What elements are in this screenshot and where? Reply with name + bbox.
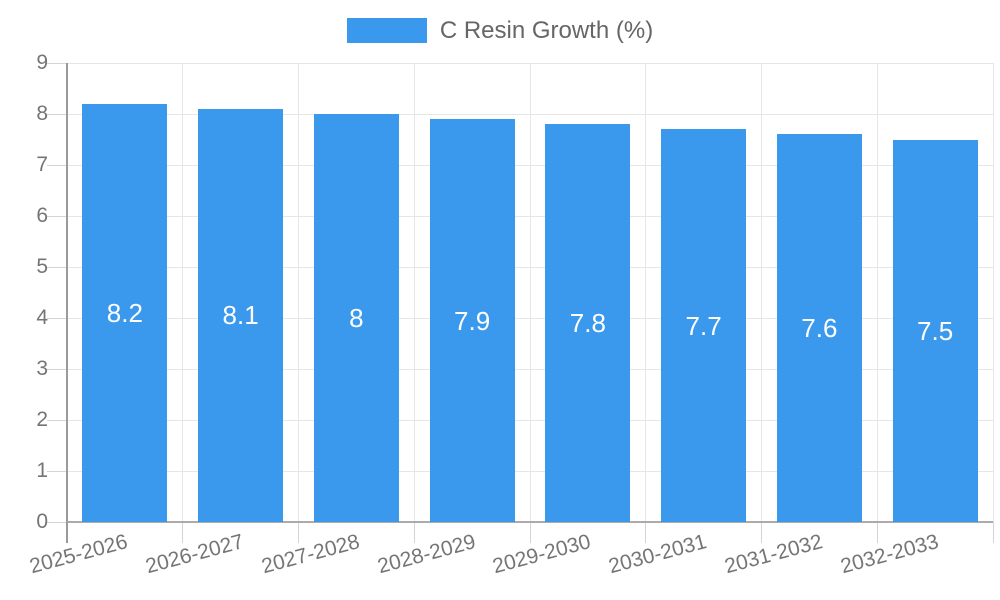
bar[interactable] <box>892 139 978 522</box>
x-axis-tick <box>298 522 299 543</box>
x-axis-tick-label: 2026-2027 <box>143 530 247 579</box>
x-axis-tick <box>413 522 415 543</box>
gridline-vertical <box>182 63 184 522</box>
y-axis-tick-label: 9 <box>36 51 48 74</box>
y-axis-tick-label: 2 <box>36 408 48 431</box>
x-axis-tick <box>761 522 762 543</box>
gridline-vertical <box>992 63 994 522</box>
y-axis-tick-label: 0 <box>36 510 48 533</box>
bar-value-label: 7.8 <box>569 308 606 339</box>
y-axis-tick-label: 6 <box>36 204 48 227</box>
bar-value-label: 7.5 <box>917 315 954 346</box>
legend-label: C Resin Growth (%) <box>439 17 654 44</box>
bar-value-label: 7.6 <box>801 313 838 344</box>
x-axis-tick-label: 2030-2031 <box>606 530 710 579</box>
y-axis-tick <box>47 215 67 217</box>
y-axis-tick-label: 7 <box>36 153 48 176</box>
bar-value-label: 8.1 <box>222 300 259 331</box>
x-axis-line <box>67 521 993 523</box>
bar-value-label: 8.2 <box>106 297 143 328</box>
gridline-vertical <box>298 63 299 522</box>
bar[interactable] <box>82 103 168 522</box>
bar[interactable] <box>429 119 515 522</box>
bar-value-label: 7.9 <box>454 305 491 336</box>
y-axis-tick-label: 1 <box>36 459 48 482</box>
bar[interactable] <box>198 108 284 522</box>
x-axis-tick <box>876 522 878 543</box>
bar[interactable] <box>661 129 747 522</box>
x-axis-tick <box>182 522 184 543</box>
y-axis-tick-label: 8 <box>36 102 48 125</box>
legend-swatch-icon <box>346 18 427 43</box>
y-axis-tick-label: 3 <box>36 357 48 380</box>
y-axis-tick <box>47 317 67 319</box>
x-axis-tick-label: 2029-2030 <box>490 530 594 579</box>
gridline-vertical <box>761 63 762 522</box>
bar-value-label: 8 <box>349 303 364 333</box>
y-axis-tick <box>47 368 67 370</box>
bar-value-label: 7.7 <box>685 310 722 341</box>
y-axis-tick <box>47 521 67 523</box>
y-axis-tick-label: 4 <box>36 306 48 329</box>
bar[interactable] <box>776 134 862 522</box>
gridline-vertical <box>529 63 531 522</box>
gridline-vertical <box>876 63 878 522</box>
legend[interactable]: C Resin Growth (%) <box>0 17 1000 44</box>
y-axis-tick <box>47 62 67 64</box>
x-axis-tick-label: 2031-2032 <box>722 530 826 579</box>
bar[interactable] <box>545 124 631 522</box>
x-axis-tick-label: 2032-2033 <box>837 530 941 579</box>
y-axis-tick <box>47 419 67 421</box>
y-axis-line <box>66 63 68 543</box>
y-axis-tick <box>47 470 67 472</box>
bar[interactable] <box>313 114 399 522</box>
gridline-vertical <box>413 63 415 522</box>
x-axis-tick <box>529 522 531 543</box>
y-axis-tick <box>47 266 67 268</box>
x-axis-tick-label: 2025-2026 <box>27 530 131 579</box>
y-axis-tick <box>47 164 67 166</box>
gridline-vertical <box>645 63 647 522</box>
x-axis-tick <box>992 522 994 543</box>
x-axis-tick-label: 2028-2029 <box>374 530 478 579</box>
y-axis-tick-label: 5 <box>36 255 48 278</box>
y-axis-tick <box>47 113 67 115</box>
x-axis-tick <box>645 522 647 543</box>
x-axis-tick-label: 2027-2028 <box>259 530 363 579</box>
